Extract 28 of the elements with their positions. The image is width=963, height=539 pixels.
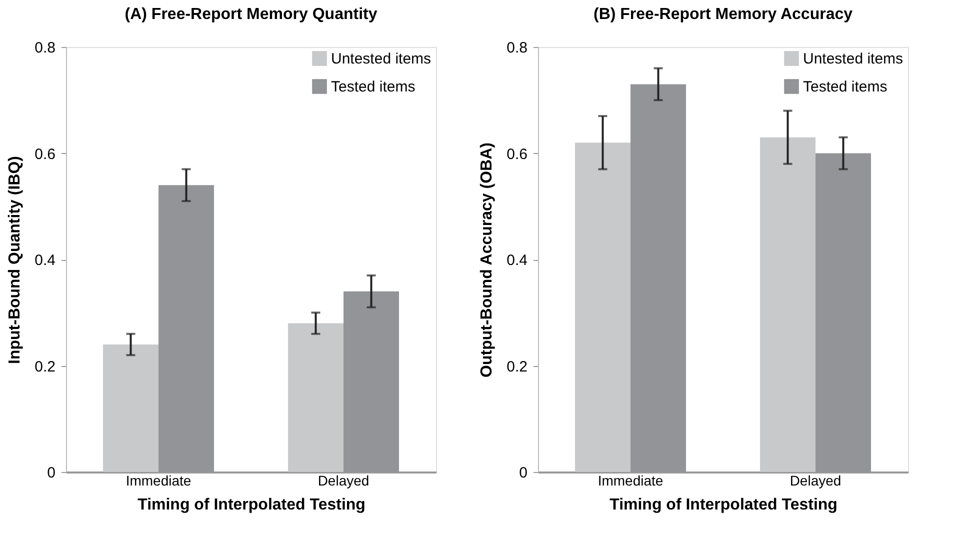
y-tick-label: 0 [519,464,528,482]
y-tick-label: 0 [47,464,56,482]
y-tick-label: 0.4 [506,252,528,269]
chart-title: (A) Free-Report Memory Quantity [124,6,378,23]
legend-label: Tested items [803,78,888,96]
x-tick-label: Immediate [126,472,192,488]
bar [760,137,816,472]
bar [103,344,158,472]
legend-label: Tested items [331,78,416,96]
y-tick-label: 0.4 [34,252,56,269]
y-tick-label: 0.2 [506,358,528,376]
x-tick-label: Delayed [318,472,370,488]
legend-label: Untested items [803,50,904,68]
y-axis-title: Output-Bound Accuracy (OBA) [478,142,496,378]
y-tick-label: 0.2 [34,358,56,376]
x-tick-label: Delayed [790,472,842,488]
y-tick-label: 0.6 [506,146,528,163]
chart-title: (B) Free-Report Memory Accuracy [593,6,853,23]
y-tick-label: 0.8 [506,40,528,56]
bar [575,142,630,472]
x-axis-title: Timing of Interpolated Testing [138,496,366,514]
y-tick-label: 0.6 [34,146,56,163]
y-axis-title: Input-Bound Quantity (IBQ) [6,156,24,364]
x-axis-title: Timing of Interpolated Testing [610,496,838,514]
x-tick-label: Immediate [598,472,664,488]
legend-label: Untested items [331,50,432,68]
y-tick-label: 0.8 [34,40,56,56]
bar [288,323,344,472]
